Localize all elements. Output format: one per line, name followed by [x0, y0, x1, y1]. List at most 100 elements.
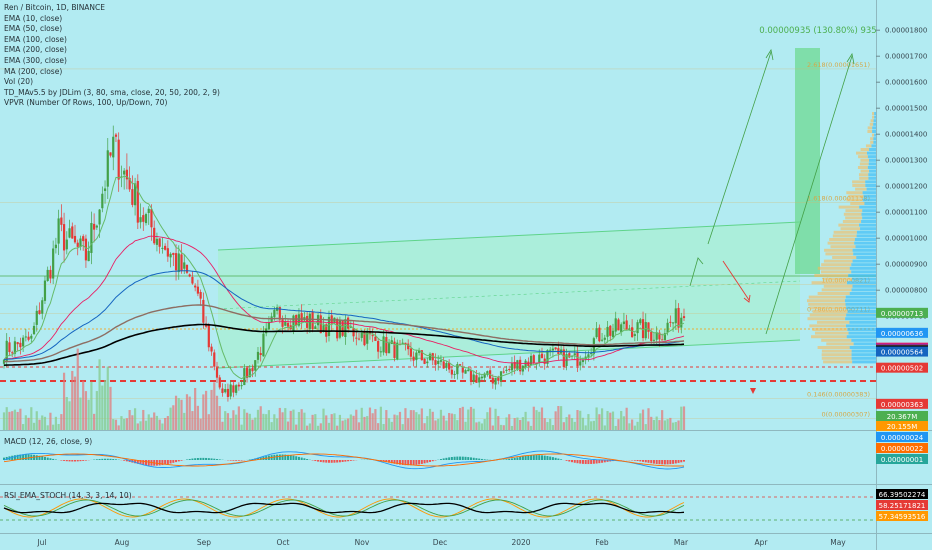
vpvr-bar — [874, 112, 876, 115]
volume-bar — [90, 381, 93, 430]
macd-histogram-bar — [194, 458, 197, 460]
vpvr-bar — [821, 356, 852, 360]
volume-bar — [652, 419, 656, 430]
macd-histogram-bar — [587, 460, 590, 465]
volume-bar — [346, 418, 350, 430]
macd-histogram-bar — [76, 460, 79, 462]
vpvr-bar — [844, 299, 876, 303]
volume-bar — [581, 417, 585, 430]
macd-histogram-bar — [142, 460, 145, 465]
legend-item[interactable]: EMA (100, close) — [4, 34, 67, 44]
macd-label[interactable]: MACD (12, 26, close, 9) — [4, 437, 93, 446]
volume-bar — [164, 417, 167, 430]
candle — [327, 316, 331, 336]
candle — [278, 306, 281, 320]
macd-histogram-bar — [276, 454, 279, 460]
volume-bar — [363, 416, 366, 430]
candle — [505, 369, 508, 371]
macd-histogram-bar — [49, 458, 52, 460]
volume-bar — [439, 409, 443, 430]
y-tick-label: 0.00000800 — [885, 287, 927, 295]
candle — [43, 280, 47, 301]
candle — [606, 326, 609, 337]
candle — [5, 340, 8, 362]
macd-histogram-bar — [576, 460, 579, 464]
macd-histogram-bar — [180, 460, 183, 461]
volume-bar — [464, 421, 467, 430]
projection-arrow — [765, 55, 853, 335]
volume-bar — [265, 414, 268, 430]
macd-histogram-bar — [60, 460, 63, 461]
legend-item[interactable]: EMA (10, close) — [4, 13, 63, 23]
projection-label: 0.00000935 (130.80%) 935 — [759, 26, 876, 36]
candle — [35, 310, 38, 325]
candle — [554, 347, 557, 350]
volume-bar — [401, 424, 404, 430]
vpvr-bar — [855, 245, 876, 249]
volume-bar — [396, 415, 399, 430]
volume-bar — [213, 382, 216, 430]
volume-bar — [595, 407, 598, 430]
macd-histogram-bar — [551, 457, 554, 460]
macd-histogram-bar — [134, 460, 137, 464]
candle — [82, 236, 85, 242]
volume-bar — [109, 386, 112, 430]
legend-item[interactable]: MA (200, close) — [4, 66, 63, 76]
x-tick-label: Mar — [674, 538, 689, 547]
legend-item[interactable]: TD_MAv5.5 by JDLim (3, 80, sma, close, 2… — [4, 87, 220, 97]
volume-bar — [202, 394, 205, 430]
legend-item[interactable]: VPVR (Number Of Rows, 100, Up/Down, 70) — [4, 98, 168, 108]
candle — [535, 363, 538, 365]
macd-histogram-bar — [524, 456, 527, 460]
candle — [609, 325, 612, 336]
volume-bar — [30, 407, 33, 430]
volume-bar — [647, 408, 650, 430]
volume-bar — [404, 408, 407, 430]
vpvr-bar — [870, 119, 874, 123]
vpvr-bar — [809, 306, 847, 310]
candle — [142, 215, 145, 222]
vpvr-bar — [821, 353, 852, 357]
legend-item[interactable]: EMA (300, close) — [4, 55, 67, 65]
candle — [396, 342, 399, 360]
volume-bar — [174, 395, 178, 430]
vpvr-bar — [854, 238, 876, 241]
y-tick-label: 0.00001300 — [885, 157, 927, 165]
vpvr-bar — [822, 277, 852, 281]
macd-histogram-bar — [382, 460, 385, 462]
volume-bar — [199, 418, 202, 430]
candle — [486, 371, 489, 375]
vpvr-bar — [864, 202, 876, 205]
candle — [663, 333, 666, 341]
macd-histogram-bar — [464, 456, 467, 460]
vpvr-bar — [807, 317, 846, 321]
candle — [442, 361, 445, 369]
vpvr-bar — [820, 270, 852, 274]
macd-histogram-bar — [327, 460, 330, 463]
legend-item[interactable]: EMA (50, close) — [4, 24, 63, 34]
legend-item[interactable]: EMA (200, close) — [4, 45, 67, 55]
legend-item[interactable]: Vol (20) — [4, 77, 34, 87]
volume-bar — [183, 412, 186, 430]
vpvr-bar — [846, 306, 876, 310]
volume-bar — [210, 389, 213, 430]
macd-histogram-bar — [16, 454, 19, 460]
macd-histogram-bar — [114, 459, 117, 460]
macd-histogram-bar — [256, 457, 259, 460]
candle — [322, 325, 325, 332]
chart-title[interactable]: Ren / Bitcoin, 1D, BINANCE — [4, 3, 106, 12]
vpvr-bar — [821, 338, 852, 342]
volume-bar — [625, 407, 628, 430]
candle — [164, 245, 167, 250]
rsi-label[interactable]: RSI_EMA_STOCH (14, 3, 3, 14, 10) — [4, 491, 132, 500]
fib-label: 1.618(0.00001138) — [807, 194, 870, 202]
volume-bar — [93, 413, 96, 430]
volume-bar — [472, 408, 475, 430]
candle — [172, 252, 175, 255]
volume-bar — [98, 359, 101, 430]
volume-bar — [71, 370, 74, 430]
macd-histogram-bar — [19, 454, 22, 460]
volume-bar — [131, 415, 134, 430]
macd-histogram-bar — [546, 456, 549, 460]
